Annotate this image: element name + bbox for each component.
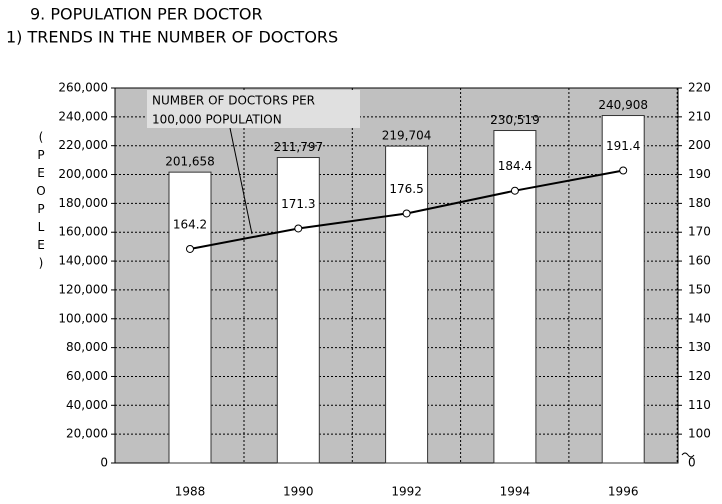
y-tick-label: 80,000 (66, 340, 108, 354)
y-tick-label: 200,000 (58, 167, 108, 181)
line-value-label: 176.5 (389, 182, 423, 196)
line-value-label: 171.3 (281, 197, 315, 211)
line-value-label: 164.2 (173, 217, 207, 231)
y2-tick-label: 160 (688, 254, 711, 268)
y2-tick-label: 170 (688, 225, 711, 239)
bar (493, 130, 537, 464)
annotation-leader (229, 127, 253, 235)
y2-tick-label: 200 (688, 138, 711, 152)
chart-subtitle: 1) TRENDS IN THE NUMBER OF DOCTORS (6, 28, 338, 47)
y-tick-label: 160,000 (58, 225, 108, 239)
bar (276, 157, 320, 464)
line-point (186, 244, 194, 253)
y-tick-label: 40,000 (66, 398, 108, 412)
y2-tick-label: 150 (688, 282, 711, 296)
y2-tick-label: 180 (688, 196, 711, 210)
y-tick-label: 120,000 (58, 282, 108, 296)
bar-value-label: 230,519 (490, 113, 540, 127)
line-point (402, 209, 411, 218)
line-point (619, 166, 628, 175)
y-tick-label: 0 (100, 456, 108, 470)
y2-tick-label: 220 (688, 81, 711, 95)
bar-value-label: 201,658 (165, 155, 215, 169)
bar-value-label: 211,797 (273, 140, 323, 154)
y-tick-label: 180,000 (58, 196, 108, 210)
y2-tick-label: 130 (688, 340, 711, 354)
annotation: NUMBER OF DOCTORS PER (152, 94, 315, 108)
y2-tick-label: 100 (688, 427, 711, 441)
y-axis-label: (PEOPLE) (34, 130, 48, 274)
y-tick-label: 20,000 (66, 427, 108, 441)
annotation: 100,000 POPULATION (152, 113, 282, 127)
x-tick-label: 1992 (391, 485, 422, 499)
x-tick-label: 1988 (175, 485, 206, 499)
y2-tick-label: 140 (688, 311, 711, 325)
y2-tick-label: 210 (688, 109, 711, 123)
line-value-label: 184.4 (498, 159, 532, 173)
x-tick-label: 1990 (283, 485, 314, 499)
line-point (294, 224, 303, 233)
axis-break (681, 452, 695, 458)
y2-tick-label: 190 (688, 167, 711, 181)
chart-title: 9. POPULATION PER DOCTOR (30, 5, 263, 24)
x-tick-label: 1996 (608, 485, 639, 499)
x-tick-label: 1994 (500, 485, 531, 499)
bar (168, 171, 212, 464)
line-value-label: 191.4 (606, 139, 640, 153)
y-tick-label: 260,000 (58, 81, 108, 95)
y-tick-label: 100,000 (58, 311, 108, 325)
y2-break-label: 0 (688, 456, 696, 470)
y-tick-label: 240,000 (58, 109, 108, 123)
y2-tick-label: 120 (688, 369, 711, 383)
y-tick-label: 60,000 (66, 369, 108, 383)
annotation-box (147, 90, 360, 128)
line-point (510, 186, 519, 195)
bar-value-label: 240,908 (598, 98, 648, 112)
y-tick-label: 220,000 (58, 138, 108, 152)
bar (385, 145, 429, 464)
y-tick-label: 140,000 (58, 254, 108, 268)
bar-value-label: 219,704 (382, 129, 432, 143)
y2-tick-label: 110 (688, 398, 711, 412)
